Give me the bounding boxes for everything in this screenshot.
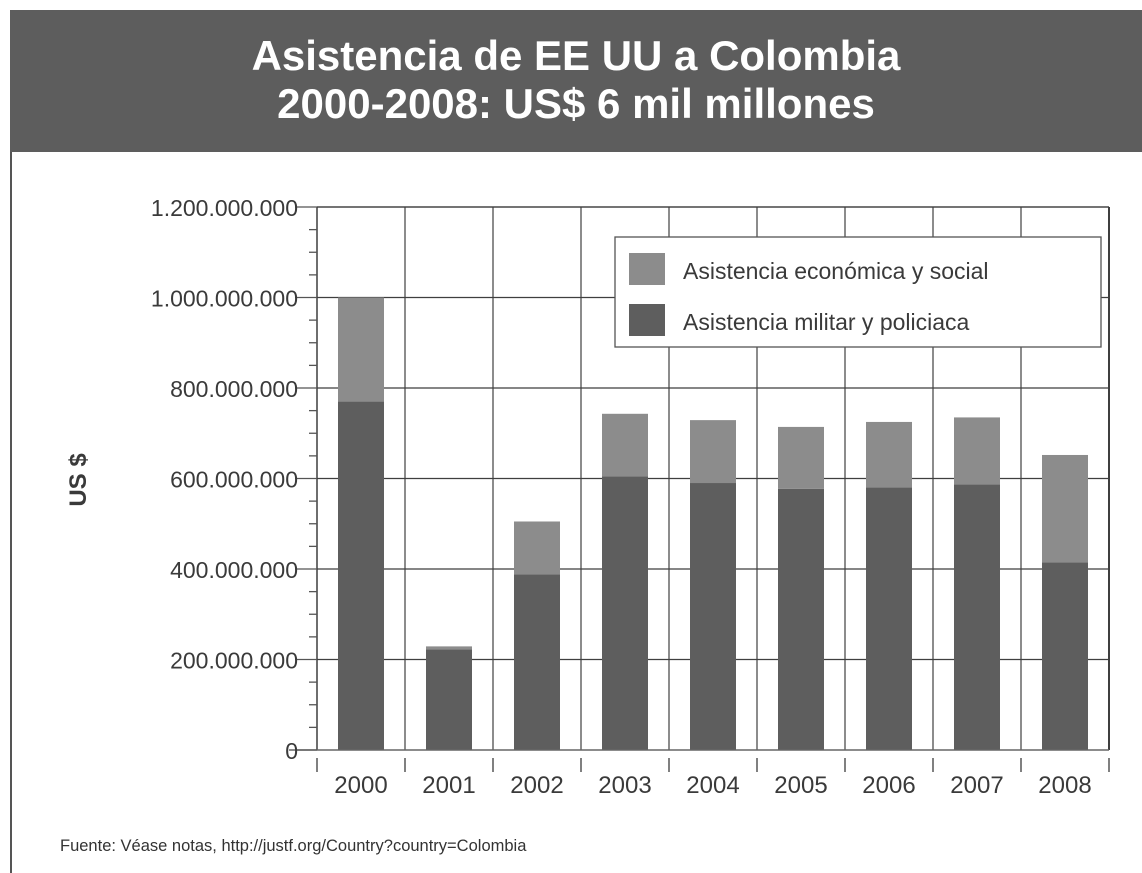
y-tick-label: 200.000.000 [170,648,298,674]
legend-swatch-military [629,304,665,336]
x-tick-label: 2001 [422,772,475,799]
y-tick-label: 600.000.000 [170,467,298,493]
bar-economic-2002 [514,521,560,575]
bar-military-2004 [690,483,736,750]
bar-economic-2004 [690,420,736,484]
y-axis-title: US $ [65,453,92,507]
bar-economic-2003 [602,413,648,477]
chart-title-line-1: Asistencia de EE UU a Colombia [251,32,901,79]
bar-military-2002 [514,574,560,750]
x-tick-label: 2003 [598,772,651,799]
chart-title-banner: Asistencia de EE UU a Colombia 2000-2008… [10,10,1142,152]
bar-military-2001 [426,649,472,750]
bar-economic-2006 [866,421,912,488]
bar-military-2007 [954,484,1000,750]
bar-military-2003 [602,476,648,750]
bar-economic-2005 [778,426,824,489]
x-tick-label: 2006 [862,772,915,799]
frame-left-border [10,152,12,873]
legend-box [614,236,1102,348]
bar-military-2000 [338,401,384,750]
x-tick-label: 2004 [686,772,739,799]
x-tick-label: 2008 [1038,772,1091,799]
x-tick-label: 2002 [510,772,563,799]
legend-label-economic: Asistencia económica y social [683,258,989,284]
y-tick-label: 1.000.000.000 [151,286,298,312]
x-tick-label: 2005 [774,772,827,799]
bar-economic-2000 [338,297,384,402]
y-tick-label: 1.200.000.000 [151,195,298,221]
y-tick-label: 400.000.000 [170,557,298,583]
bar-economic-2001 [426,646,472,650]
bar-economic-2008 [1042,454,1088,563]
bar-economic-2007 [954,417,1000,485]
bar-military-2008 [1042,562,1088,750]
bar-military-2005 [778,488,824,750]
y-tick-label: 800.000.000 [170,376,298,402]
x-tick-label: 2007 [950,772,1003,799]
y-tick-label: 0 [285,738,298,764]
x-tick-label: 2000 [334,772,387,799]
legend-label-military: Asistencia militar y policiaca [683,309,970,335]
legend-swatch-economic [629,253,665,285]
bar-military-2006 [866,487,912,750]
source-note: Fuente: Véase notas, http://justf.org/Co… [60,837,527,855]
chart-title-line-2: 2000-2008: US$ 6 mil millones [277,80,875,127]
